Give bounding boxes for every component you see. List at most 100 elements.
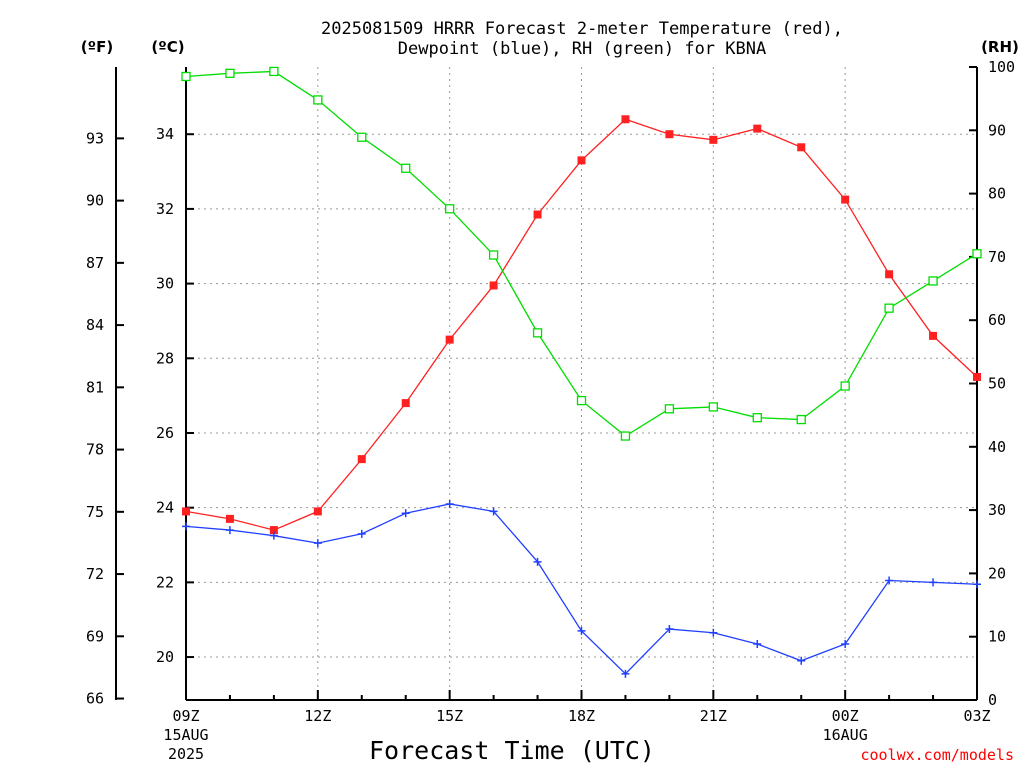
time-tick-label: 18Z <box>568 707 595 725</box>
dewpoint-point <box>665 625 674 634</box>
time-tick-label: 15Z <box>436 707 463 725</box>
rh-tick-label: 70 <box>988 248 1006 266</box>
dewpoint-point <box>182 522 190 531</box>
temperature-point <box>445 335 454 344</box>
dewpoint-point <box>445 499 454 508</box>
time-tick-label: 09Z <box>172 707 199 725</box>
time-tick-label: 00Z <box>832 707 859 725</box>
temperature-point <box>797 143 806 152</box>
rh-point <box>576 395 587 406</box>
fahrenheit-tick-label: 84 <box>86 316 104 334</box>
rh-axis: 0 10 20 30 40 50 60 70 80 90 100 <box>969 58 1015 709</box>
rh-point <box>752 413 762 423</box>
fahrenheit-tick-label: 78 <box>86 441 104 459</box>
temperature-point <box>973 372 981 381</box>
time-tick-label: 21Z <box>700 707 727 725</box>
dewpoint-point <box>885 576 894 585</box>
dewpoint-point <box>841 639 850 648</box>
celsius-unit-label: (ºC) <box>151 38 184 56</box>
x-axis-title: Forecast Time (UTC) <box>369 736 655 765</box>
dewpoint-point <box>753 639 762 648</box>
celsius-tick-label: 24 <box>156 499 174 517</box>
dewpoint-point <box>401 509 410 518</box>
time-tick-label: 03Z <box>963 707 990 725</box>
temperature-point <box>313 507 322 516</box>
rh-point <box>488 250 499 260</box>
temperature-point <box>665 130 674 139</box>
temperature-point <box>182 507 190 516</box>
temperature-point <box>401 399 410 408</box>
rh-point <box>664 404 675 414</box>
fahrenheit-tick-label: 75 <box>86 503 104 521</box>
temperature-point <box>929 331 938 340</box>
temperature-point <box>841 195 850 204</box>
date-label: 15AUG <box>163 726 208 744</box>
rh-tick-label: 100 <box>988 58 1015 76</box>
temperature-point <box>753 124 762 133</box>
data-series <box>181 66 982 678</box>
rh-tick-label: 40 <box>988 438 1006 456</box>
fahrenheit-tick-label: 69 <box>86 627 104 645</box>
rh-tick-label: 80 <box>988 185 1006 203</box>
rh-unit-label: (RH) <box>981 38 1019 56</box>
dewpoint-point <box>313 539 322 548</box>
celsius-tick-label: 32 <box>156 200 174 218</box>
fahrenheit-unit-label: (ºF) <box>81 38 113 56</box>
date-label: 16AUG <box>823 726 868 744</box>
fahrenheit-tick-label: 90 <box>86 192 104 210</box>
dewpoint-point <box>709 628 718 637</box>
rh-point <box>181 71 191 82</box>
rh-point <box>708 402 718 412</box>
temperature-point <box>709 135 718 144</box>
dewpoint-point <box>225 526 234 535</box>
celsius-tick-label: 20 <box>156 648 174 666</box>
fahrenheit-tick-label: 81 <box>86 378 104 396</box>
rh-point <box>357 132 367 142</box>
credit-text: coolwx.com/models <box>860 746 1014 764</box>
celsius-tick-label: 30 <box>156 275 174 293</box>
rh-tick-label: 30 <box>988 501 1006 519</box>
rh-tick-label: 0 <box>988 691 997 709</box>
rh-point <box>620 431 631 441</box>
celsius-tick-label: 26 <box>156 424 174 442</box>
celsius-axis: 20 22 24 26 28 30 32 34 <box>156 125 194 666</box>
rh-point <box>796 414 806 425</box>
temperature-point <box>621 115 630 124</box>
fahrenheit-tick-label: 66 <box>86 690 104 708</box>
rh-tick-label: 10 <box>988 628 1006 646</box>
chart-title-line2: Dewpoint (blue), RH (green) for KBNA <box>398 39 766 59</box>
dewpoint-point <box>533 557 542 566</box>
rh-point <box>840 381 850 391</box>
rh-point <box>401 163 411 173</box>
temperature-point <box>269 526 278 535</box>
rh-point <box>532 328 543 338</box>
fahrenheit-tick-label: 87 <box>86 254 104 272</box>
celsius-tick-label: 34 <box>156 125 174 143</box>
dewpoint-point <box>621 669 630 678</box>
dewpoint-point <box>489 507 498 516</box>
temperature-point <box>533 210 542 219</box>
rh-point <box>313 95 323 105</box>
rh-point <box>445 204 455 214</box>
temperature-line <box>185 118 978 531</box>
rh-point <box>972 249 982 259</box>
dewpoint-point <box>269 531 278 540</box>
fahrenheit-tick-label: 72 <box>86 565 104 583</box>
rh-tick-label: 20 <box>988 564 1006 582</box>
dewpoint-point <box>973 580 981 589</box>
temperature-point <box>885 270 894 279</box>
dewpoint-point <box>577 626 586 635</box>
year-label: 2025 <box>168 745 204 763</box>
rh-point <box>884 303 894 313</box>
temperature-point <box>357 455 366 464</box>
temperature-point <box>577 156 586 165</box>
rh-point <box>928 276 938 286</box>
rh-tick-label: 60 <box>988 311 1006 329</box>
dewpoint-point <box>797 656 806 665</box>
rh-point <box>225 68 235 78</box>
time-tick-label: 12Z <box>304 707 331 725</box>
rh-tick-label: 50 <box>988 375 1006 393</box>
rh-tick-label: 90 <box>988 121 1006 139</box>
